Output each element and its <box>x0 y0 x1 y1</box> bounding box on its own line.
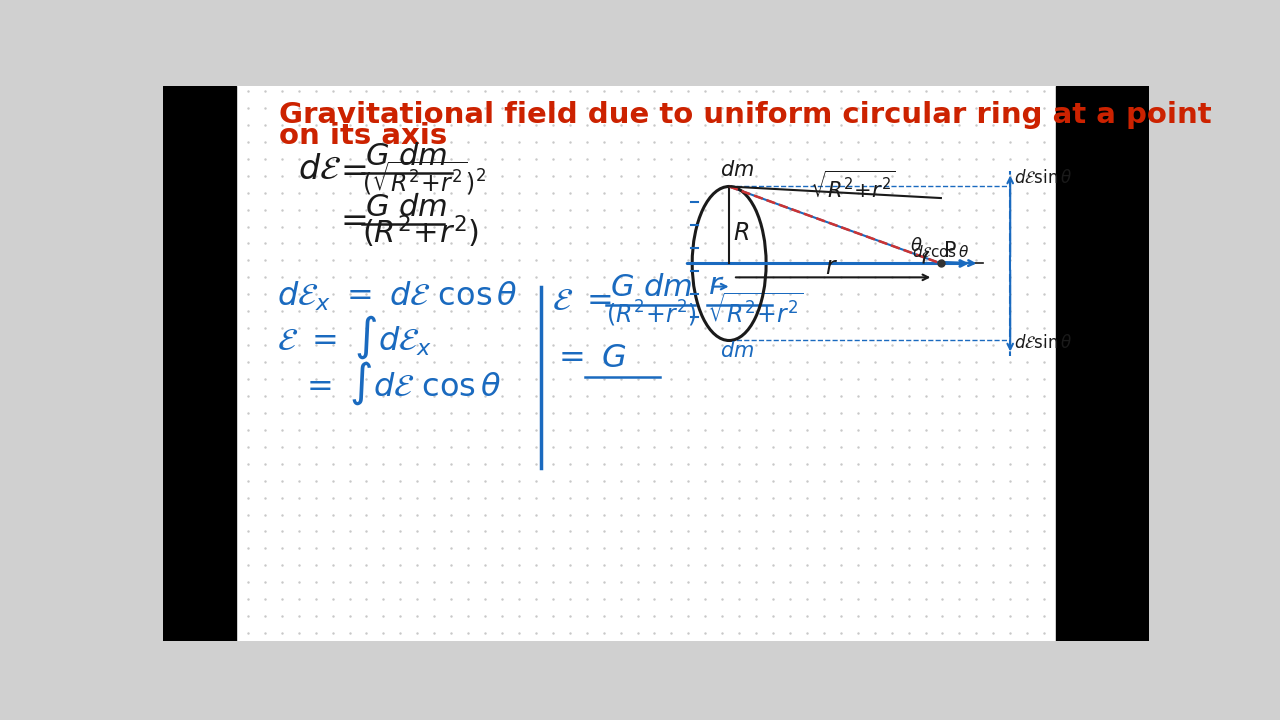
Text: $=$: $=$ <box>334 153 367 186</box>
Text: $(\sqrt{R^2\!+\!r^2})^2$: $(\sqrt{R^2\!+\!r^2})^2$ <box>362 160 486 197</box>
Text: $\mathcal{E}\ =\ \int d\mathcal{E}_x$: $\mathcal{E}\ =\ \int d\mathcal{E}_x$ <box>278 313 433 361</box>
Text: $r$: $r$ <box>826 256 838 279</box>
Text: Gravitational field due to uniform circular ring at a point: Gravitational field due to uniform circu… <box>279 102 1211 130</box>
Text: $dm$: $dm$ <box>719 160 754 180</box>
Text: $\mathcal{E}\ =$: $\mathcal{E}\ =$ <box>552 286 612 317</box>
Text: $d\mathcal{E}$: $d\mathcal{E}$ <box>298 153 340 186</box>
Text: $\sqrt{R^2\!+\!r^2}$: $\sqrt{R^2\!+\!r^2}$ <box>810 171 896 202</box>
Text: on its axis: on its axis <box>279 122 447 150</box>
Text: $(R^2\!+\!r^2)$: $(R^2\!+\!r^2)$ <box>362 214 479 250</box>
Text: $(R^2\!+\!r^2)$: $(R^2\!+\!r^2)$ <box>605 300 698 330</box>
Text: P: P <box>943 241 956 261</box>
Text: $\theta$: $\theta$ <box>910 237 923 255</box>
Text: $d\mathcal{E}_x\ =\ d\mathcal{E}\ \cos\theta$: $d\mathcal{E}_x\ =\ d\mathcal{E}\ \cos\t… <box>278 280 518 313</box>
Text: $=\ \int d\mathcal{E}\ \cos\theta$: $=\ \int d\mathcal{E}\ \cos\theta$ <box>301 359 502 408</box>
Bar <box>1056 86 1149 641</box>
Text: $\sqrt{R^2\!+\!r^2}$: $\sqrt{R^2\!+\!r^2}$ <box>707 293 804 328</box>
Text: $d\mathcal{E}\sin\theta$: $d\mathcal{E}\sin\theta$ <box>1014 168 1073 186</box>
Bar <box>237 86 1056 641</box>
Text: $=$: $=$ <box>334 203 367 236</box>
Text: $G\ dm$: $G\ dm$ <box>365 193 448 222</box>
Text: $dm$: $dm$ <box>719 341 754 361</box>
Text: $r$: $r$ <box>708 271 724 300</box>
Text: $R$: $R$ <box>733 221 749 246</box>
Text: $G\ dm$: $G\ dm$ <box>609 273 692 302</box>
Text: $G\ dm$: $G\ dm$ <box>365 142 448 171</box>
Bar <box>164 86 237 641</box>
Text: $d\mathcal{E}\sin\theta$: $d\mathcal{E}\sin\theta$ <box>1014 334 1073 352</box>
Text: $=\ G$: $=\ G$ <box>552 343 627 374</box>
Text: $d\mathcal{E}\cos\theta$: $d\mathcal{E}\cos\theta$ <box>911 244 969 261</box>
